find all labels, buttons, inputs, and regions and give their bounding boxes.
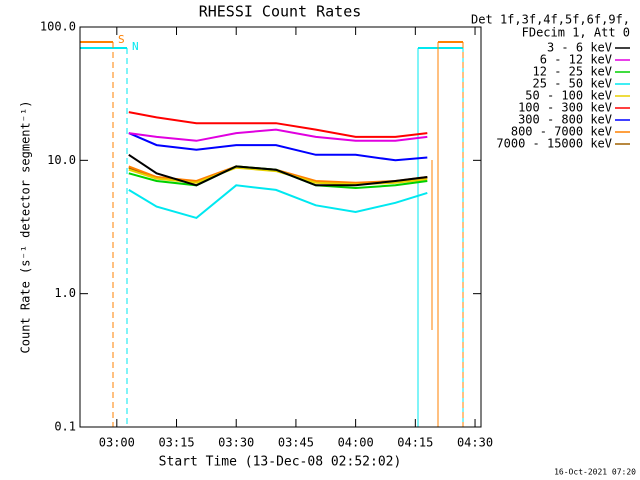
- series-line: [128, 184, 428, 220]
- x-tick-label: 03:15: [158, 436, 194, 450]
- legend-label: 12 - 25 keV: [533, 65, 612, 79]
- legend-header: FDecim 1, Att 0: [522, 26, 630, 40]
- x-tick-label: 03:00: [99, 436, 135, 450]
- legend-label: 100 - 300 keV: [518, 101, 612, 115]
- timestamp: 16-Oct-2021 07:20: [554, 468, 636, 477]
- legend-label: 7000 - 15000 keV: [496, 137, 612, 151]
- y-axis-label: Count Rate (s⁻¹ detector segment⁻¹): [19, 101, 33, 354]
- legend-label: 50 - 100 keV: [525, 89, 612, 103]
- state-markers: [80, 41, 463, 49]
- y-tick-label: 1.0: [54, 286, 76, 300]
- annotation: S: [118, 33, 125, 46]
- series-line: [128, 111, 428, 138]
- legend-label: 3 - 6 keV: [547, 41, 612, 55]
- legend-header: Det 1f,3f,4f,5f,6f,9f,: [471, 13, 630, 27]
- y-tick-label: 10.0: [47, 153, 76, 167]
- x-tick-label: 04:00: [338, 436, 374, 450]
- legend-label: 800 - 7000 keV: [511, 125, 612, 139]
- chart-title: RHESSI Count Rates: [199, 3, 362, 21]
- legend-label: 25 - 50 keV: [533, 77, 612, 91]
- series-line: [128, 153, 428, 187]
- series-line: [128, 132, 428, 162]
- plot-frame: [79, 26, 482, 428]
- x-tick-label: 03:45: [278, 436, 314, 450]
- x-tick-label: 04:30: [457, 436, 493, 450]
- annotation: N: [132, 40, 139, 53]
- x-axis-label: Start Time (13-Dec-08 02:52:02): [159, 455, 402, 470]
- y-tick-label: 100.0: [40, 20, 76, 34]
- legend-label: 6 - 12 keV: [540, 53, 612, 67]
- y-tick-label: 0.1: [54, 420, 76, 434]
- legend-label: 300 - 800 keV: [518, 113, 612, 127]
- state-verticals: [112, 42, 464, 427]
- x-tick-label: 03:30: [218, 436, 254, 450]
- x-tick-label: 04:15: [397, 436, 433, 450]
- series-line: [128, 128, 428, 142]
